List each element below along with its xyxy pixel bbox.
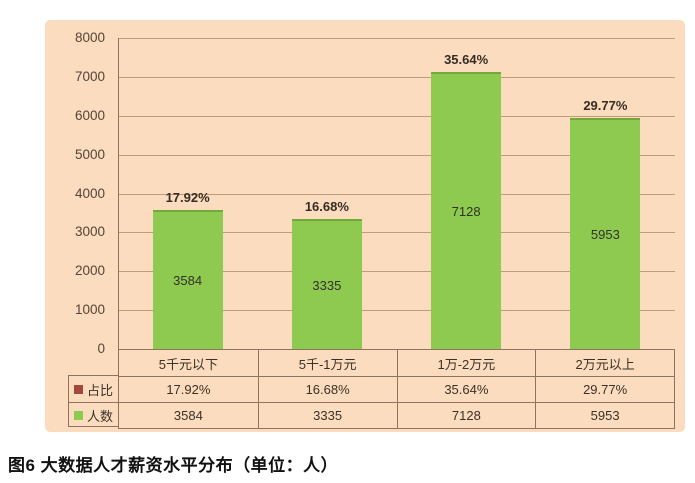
bar: 3584 <box>152 209 223 349</box>
y-axis-tick-label: 6000 <box>74 107 105 123</box>
table-cell-count: 3335 <box>257 402 397 428</box>
table-cell-percent: 17.92% <box>119 376 258 402</box>
bar-value-label: 7128 <box>451 203 481 219</box>
y-axis-tick-label: 2000 <box>74 263 105 279</box>
gridline <box>118 271 675 273</box>
table-cell-count: 7128 <box>396 402 536 428</box>
legend-label: 人数 <box>86 409 113 424</box>
y-axis-tick-label: 8000 <box>74 30 105 45</box>
y-axis-tick-label: 4000 <box>74 185 105 201</box>
table-cell-count: 5953 <box>535 402 674 428</box>
y-axis-tick-label: 1000 <box>74 302 105 318</box>
gridline <box>118 76 675 78</box>
table-cell-percent: 35.64% <box>396 376 536 402</box>
y-axis-line <box>118 38 119 349</box>
gridline <box>118 310 675 312</box>
bar-value-label: 5953 <box>590 226 620 242</box>
data-table: 5千元以下 5千-1万元 1万-2万元 2万元以上 17.92% 16.68% 35.64%… <box>118 349 675 429</box>
y-axis-tick-label: 5000 <box>74 146 105 162</box>
bar: 3335 <box>291 219 362 349</box>
legend-label: 占比 <box>86 382 113 398</box>
table-cell-category: 5千元以下 <box>158 356 218 372</box>
bar: 7128 <box>431 71 502 349</box>
gridline <box>118 232 675 234</box>
bar-value-label: 3584 <box>173 272 203 288</box>
legend-swatch-count <box>73 411 83 420</box>
figure-caption: 图6 大数据人才薪资水平分布（单位：人） <box>8 456 339 475</box>
gridline <box>118 38 675 39</box>
table-cell-category: 1万-2万元 <box>396 350 536 376</box>
legend-item-count: 人数 <box>69 402 118 428</box>
gridline <box>118 154 675 156</box>
gridline <box>118 193 675 195</box>
bar: 5953 <box>570 117 641 349</box>
bar-percent-label: 35.64% <box>444 51 489 67</box>
bar-value-label: 3335 <box>312 277 342 293</box>
bar-percent-label: 17.92% <box>165 189 210 205</box>
bar-percent-label: 29.77% <box>583 97 628 113</box>
y-axis-tick-label: 7000 <box>74 68 105 84</box>
table-cell-category: 5千-1万元 <box>257 350 397 376</box>
legend-column: 占比 人数 <box>68 375 118 427</box>
legend-swatch-ratio <box>73 384 83 394</box>
table-cell-category: 2万元以上 <box>535 350 674 376</box>
table-cell-count: 3584 <box>119 402 258 428</box>
legend-item-ratio: 占比 <box>69 376 118 402</box>
table-cell-percent: 16.68% <box>257 376 397 402</box>
plot-area: 3584 17.92% 3335 16.68% 7128 35.64% 5953 29.77% <box>118 38 675 349</box>
chart-panel: 3584 17.92% 3335 16.68% 7128 35.64% 5953 29.77%… <box>45 20 685 432</box>
y-axis-tick-label: 0 <box>97 341 105 356</box>
bar-percent-label: 16.68% <box>304 199 349 215</box>
y-axis-tick-label: 3000 <box>74 224 105 240</box>
table-cell-percent: 29.77% <box>535 376 674 402</box>
gridline <box>118 115 675 117</box>
